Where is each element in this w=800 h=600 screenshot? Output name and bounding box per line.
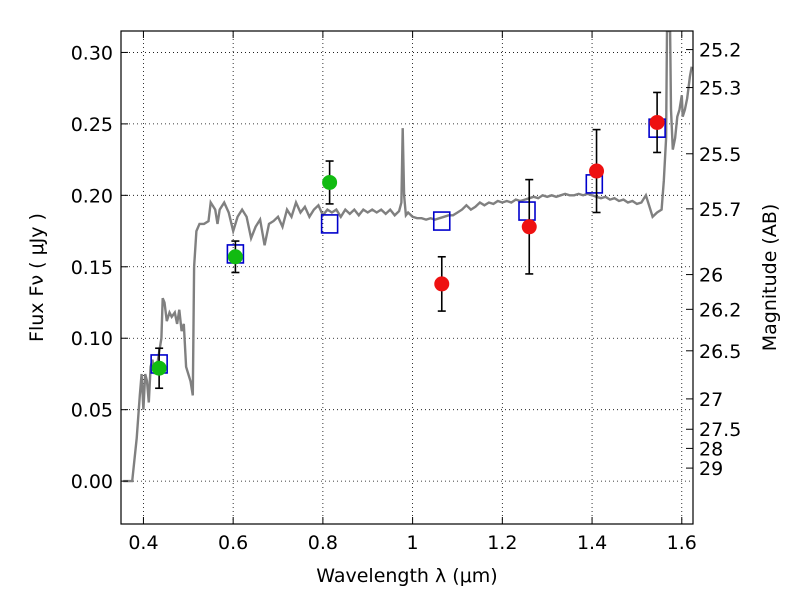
- observed-point-red: [521, 219, 537, 235]
- grid-lines: [121, 31, 693, 524]
- axis-tick-labels: 0.4 0.6 0.8 1 1.2 1.4 1.6 0.00 0.05 0.10 0.15 0.20 0…: [71, 40, 742, 554]
- mag-tick-label: 27.5: [699, 419, 741, 441]
- observed-point-green: [227, 249, 243, 265]
- x-tick-label: 1.4: [577, 532, 607, 554]
- x-tick-label: 0.6: [218, 532, 248, 554]
- x-tick-label: 0.4: [128, 532, 158, 554]
- y-axis-label: Flux Fν ( μJy ): [26, 213, 48, 342]
- mag-tick-label: 26: [699, 265, 723, 287]
- y-tick-label: 0.00: [71, 471, 113, 493]
- x-tick-label: 1: [407, 532, 419, 554]
- mag-tick-label: 26.5: [699, 341, 741, 363]
- y-tick-label: 0.10: [71, 328, 113, 350]
- y-tick-label: 0.30: [71, 42, 113, 64]
- model-flux-square: [432, 211, 451, 231]
- mag-tick-label: 25.3: [699, 78, 741, 100]
- mag-tick-label: 27: [699, 389, 723, 411]
- model-flux-square: [518, 201, 536, 221]
- mag-tick-label: 25.2: [699, 40, 741, 62]
- plot-frame: [120, 30, 694, 525]
- observed-point-red: [434, 276, 450, 292]
- y-tick-label: 0.25: [71, 114, 113, 136]
- x-tick-label: 1.6: [667, 532, 697, 554]
- observed-point-green: [151, 360, 167, 376]
- x-tick-label: 1.2: [487, 532, 517, 554]
- template-spectrum-line: [123, 31, 693, 483]
- mag-tick-label: 26.2: [699, 299, 741, 321]
- observed-point-red: [589, 163, 605, 179]
- observed-point-red: [649, 114, 665, 130]
- y-tick-label: 0.20: [71, 185, 113, 207]
- mag-tick-label: 28: [699, 438, 723, 460]
- mag-tick-label: 25.5: [699, 144, 741, 166]
- axis-ticks: [121, 31, 693, 524]
- model-flux-square: [320, 214, 339, 234]
- y-tick-label: 0.15: [71, 257, 113, 279]
- observed-point-green: [322, 174, 338, 190]
- mag-tick-label: 25.7: [699, 199, 741, 221]
- y-axis-right-label: Magnitude (AB): [759, 204, 781, 352]
- plot-area: [123, 31, 693, 483]
- x-axis-label: Wavelength λ (μm): [316, 565, 497, 587]
- mag-tick-label: 29: [699, 458, 723, 480]
- y-tick-label: 0.05: [71, 400, 113, 422]
- x-tick-label: 0.8: [308, 532, 338, 554]
